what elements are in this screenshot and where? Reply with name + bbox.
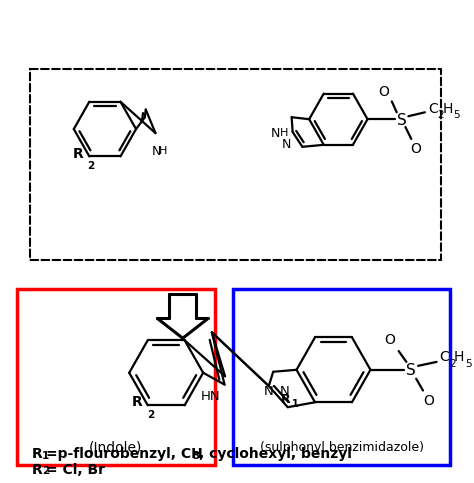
Text: N: N [271, 127, 280, 140]
Text: 2: 2 [42, 467, 49, 477]
Text: (sulphonyl benzimidazole): (sulphonyl benzimidazole) [260, 441, 424, 454]
Text: O: O [423, 395, 434, 408]
Text: 2: 2 [147, 410, 154, 420]
Text: (Indole): (Indole) [89, 440, 142, 454]
Text: C: C [439, 350, 449, 364]
Text: R: R [281, 394, 291, 407]
Text: N: N [280, 385, 290, 398]
Text: O: O [411, 142, 421, 156]
Text: S: S [406, 363, 416, 378]
Text: N: N [264, 384, 273, 398]
Text: 5: 5 [465, 359, 472, 369]
Text: O: O [384, 333, 395, 347]
Text: R: R [73, 147, 83, 161]
Text: HN: HN [201, 390, 220, 403]
Text: R: R [132, 395, 143, 409]
Text: S: S [397, 113, 406, 128]
Text: H: H [442, 102, 453, 116]
Text: H: H [454, 350, 465, 364]
Text: , cyclohexyl, benzyl: , cyclohexyl, benzyl [199, 447, 352, 461]
Text: R: R [32, 463, 43, 477]
Text: O: O [379, 85, 390, 99]
Text: 2: 2 [438, 110, 444, 120]
Text: N: N [152, 145, 161, 158]
Text: N: N [281, 138, 291, 151]
Bar [30, 70, 441, 260]
Text: H: H [159, 146, 167, 156]
Text: 5: 5 [453, 110, 460, 120]
Text: 2: 2 [449, 359, 456, 369]
Text: =p-flourobenzyl, CH: =p-flourobenzyl, CH [46, 447, 202, 461]
Text: 1: 1 [292, 399, 299, 410]
Text: 2: 2 [87, 161, 95, 171]
Text: R: R [32, 447, 43, 461]
Text: 3: 3 [192, 451, 200, 461]
Text: C: C [428, 102, 438, 116]
Text: H: H [279, 128, 288, 138]
Text: = Cl, Br: = Cl, Br [46, 463, 105, 477]
Text: 1: 1 [42, 451, 49, 461]
